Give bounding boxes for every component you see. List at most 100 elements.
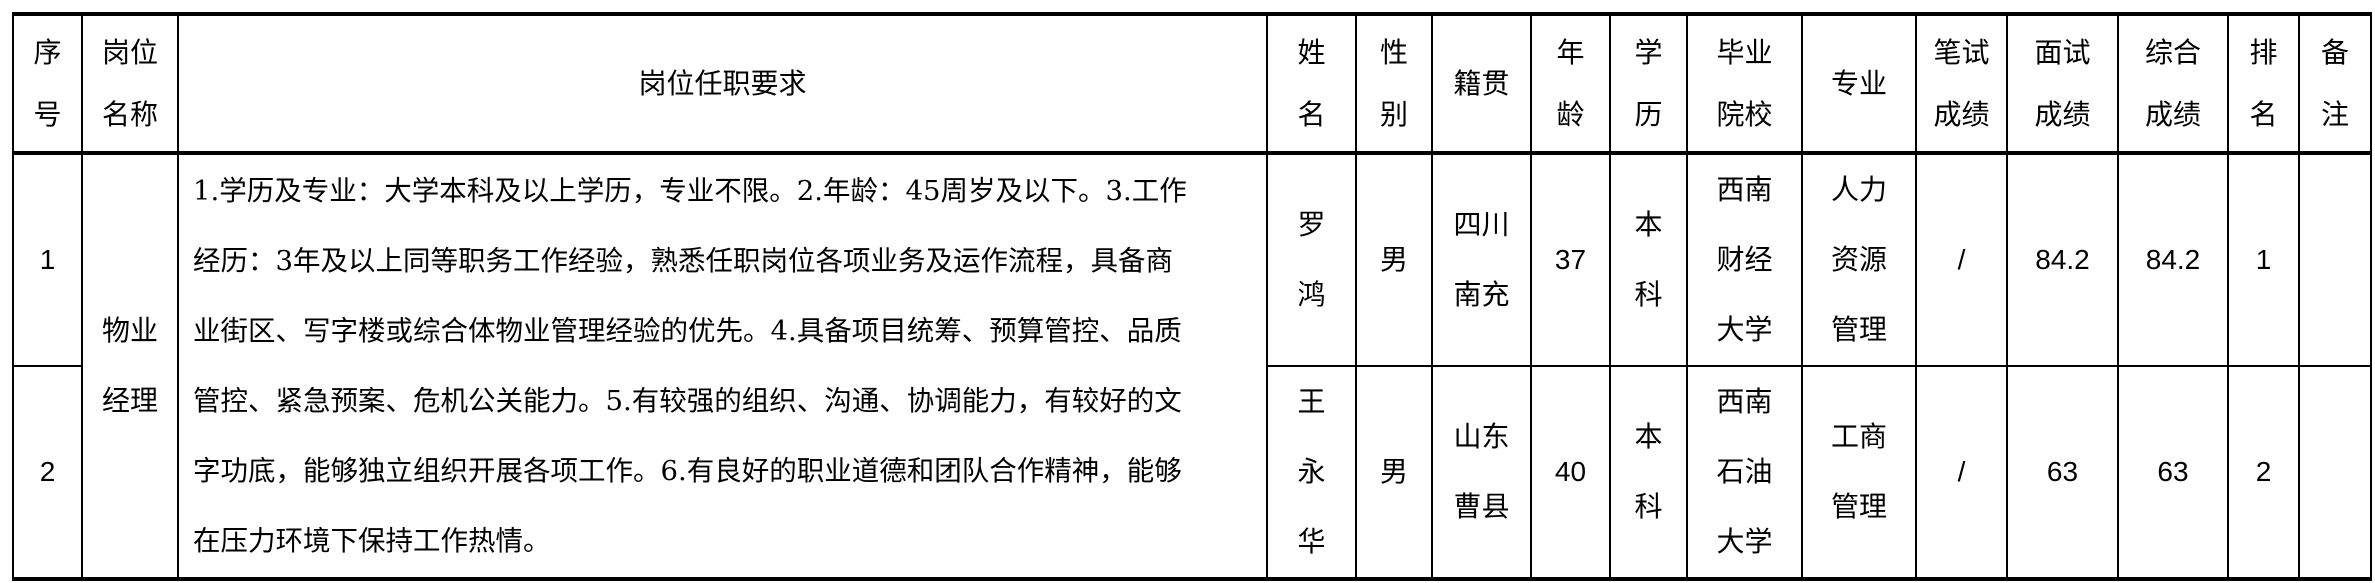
cell-text: 财经 — [1716, 243, 1773, 276]
cell-education: 本科 — [1609, 365, 1688, 580]
cell-education: 本科 — [1609, 151, 1688, 367]
cell-text: 工商 — [1830, 420, 1887, 453]
header-text: 注 — [2320, 97, 2349, 131]
header-text: 龄 — [1556, 97, 1585, 131]
cell-text: 华 — [1297, 525, 1326, 558]
cell-text: 科 — [1634, 278, 1663, 311]
cell-text: 南充 — [1453, 278, 1510, 311]
header-text: 成绩 — [2144, 97, 2201, 131]
requirement-line: 字功底，能够独立组织开展各项工作。6.有良好的职业道德和团队合作精神，能够 — [193, 455, 1182, 487]
cell-text: 四川 — [1453, 208, 1510, 241]
header-position: 岗位 名称 — [81, 13, 179, 154]
cell-total: 63 — [2117, 365, 2229, 580]
header-text: 备 — [2320, 35, 2349, 69]
header-text: 排 — [2249, 35, 2278, 69]
header-major: 专业 — [1801, 13, 1917, 154]
table-row: 1 物业经理 1.学历及专业：大学本科及以上学历，专业不限。2.年龄：45周岁及… — [12, 151, 2372, 580]
requirement-line: 业街区、写字楼或综合体物业管理经验的优先。4.具备项目统筹、预算管控、品质 — [193, 315, 1182, 347]
requirement-line: 经历：3年及以上同等职务工作经验，熟悉任职岗位各项业务及运作流程，具备商 — [193, 245, 1173, 277]
requirement-line: 管控、紧急预案、危机公关能力。5.有较强的组织、沟通、协调能力，有较好的文 — [193, 385, 1182, 417]
header-text: 学 — [1634, 35, 1663, 69]
header-text: 院校 — [1716, 97, 1773, 131]
header-text: 别 — [1379, 97, 1408, 131]
cell-major: 工商 管理 — [1801, 365, 1917, 580]
header-text: 成绩 — [2034, 97, 2091, 131]
header-text: 号 — [33, 97, 62, 131]
header-text: 岗位 — [101, 35, 158, 69]
cell-age: 37 — [1530, 151, 1611, 367]
header-interview: 面试 成绩 — [2006, 13, 2119, 154]
cell-name: 王永华 — [1266, 365, 1357, 580]
cell-text: 科 — [1634, 490, 1663, 523]
cell-requirements: 1.学历及专业：大学本科及以上学历，专业不限。2.年龄：45周岁及以下。3.工作… — [177, 151, 1268, 580]
cell-text: 人力 — [1830, 173, 1887, 206]
cell-text: 鸿 — [1297, 278, 1326, 311]
cell-text: 经理 — [101, 384, 158, 417]
header-seq: 序号 — [12, 13, 83, 154]
cell-gender: 男 — [1355, 151, 1433, 367]
header-row: 序号 岗位 名称 岗位任职要求 姓名 性别 籍贯 年龄 学历 毕业 院校 专业 笔试… — [12, 13, 2372, 154]
cell-text: 山东 — [1453, 420, 1510, 453]
cell-position: 物业 经理 — [81, 151, 179, 580]
cell-text: 管理 — [1830, 490, 1887, 523]
cell-school: 西南 石油 大学 — [1686, 365, 1803, 580]
cell-text: 王 — [1297, 385, 1326, 418]
cell-total: 84.2 — [2117, 151, 2229, 367]
cell-text: 罗 — [1297, 208, 1326, 241]
cell-text: 大学 — [1716, 313, 1773, 346]
cell-text: 西南 — [1716, 173, 1773, 206]
header-text: 笔试 — [1933, 35, 1990, 69]
cell-text: 永 — [1297, 455, 1326, 488]
cell-origin: 四川 南充 — [1431, 151, 1532, 367]
cell-text: 石油 — [1716, 455, 1773, 488]
requirement-line: 1.学历及专业：大学本科及以上学历，专业不限。2.年龄：45周岁及以下。3.工作 — [193, 175, 1187, 207]
header-written: 笔试 成绩 — [1915, 13, 2008, 154]
cell-text: 本 — [1634, 420, 1663, 453]
cell-school: 西南 财经 大学 — [1686, 151, 1803, 367]
header-text: 序 — [33, 35, 62, 69]
cell-gender: 男 — [1355, 365, 1433, 580]
requirement-line: 在压力环境下保持工作热情。 — [193, 525, 551, 557]
cell-text: 本 — [1634, 208, 1663, 241]
header-text: 成绩 — [1933, 97, 1990, 131]
header-total: 综合 成绩 — [2117, 13, 2229, 154]
cell-rank: 2 — [2227, 365, 2300, 580]
header-text: 毕业 — [1716, 35, 1773, 69]
header-text: 面试 — [2034, 35, 2091, 69]
cell-rank: 1 — [2227, 151, 2300, 367]
header-education: 学历 — [1609, 13, 1688, 154]
header-remarks: 备注 — [2298, 13, 2372, 154]
header-requirements: 岗位任职要求 — [177, 13, 1268, 154]
cell-seq: 1 — [12, 151, 83, 367]
cell-text: 西南 — [1716, 385, 1773, 418]
header-rank: 排名 — [2227, 13, 2300, 154]
cell-origin: 山东 曹县 — [1431, 365, 1532, 580]
cell-remarks — [2298, 365, 2372, 580]
table-row: 2 王永华 男 山东 曹县 40 本科 西南 石油 大学 工商 管理 / 63 63 2 — [12, 365, 2372, 580]
header-school: 毕业 院校 — [1686, 13, 1803, 154]
cell-name: 罗鸿 — [1266, 151, 1357, 367]
cell-interview: 84.2 — [2006, 151, 2119, 367]
header-text: 历 — [1634, 97, 1663, 131]
cell-remarks — [2298, 151, 2372, 367]
cell-text: 资源 — [1830, 243, 1887, 276]
header-text: 年 — [1556, 35, 1585, 69]
header-gender: 性别 — [1355, 13, 1433, 154]
header-text: 性 — [1379, 35, 1408, 69]
cell-seq: 2 — [12, 365, 83, 580]
cell-text: 曹县 — [1453, 490, 1510, 523]
header-text: 名 — [1297, 97, 1326, 131]
results-table: 序号 岗位 名称 岗位任职要求 姓名 性别 籍贯 年龄 学历 毕业 院校 专业 笔试… — [12, 12, 2372, 581]
header-text: 姓 — [1297, 35, 1326, 69]
header-text: 名 — [2249, 97, 2278, 131]
header-text: 名称 — [101, 97, 158, 131]
header-name: 姓名 — [1266, 13, 1357, 154]
cell-written: / — [1915, 365, 2008, 580]
cell-text: 大学 — [1716, 525, 1773, 558]
header-origin: 籍贯 — [1431, 13, 1532, 154]
cell-interview: 63 — [2006, 365, 2119, 580]
cell-text: 物业 — [101, 314, 158, 347]
cell-text: 管理 — [1830, 313, 1887, 346]
cell-major: 人力 资源 管理 — [1801, 151, 1917, 367]
cell-age: 40 — [1530, 365, 1611, 580]
